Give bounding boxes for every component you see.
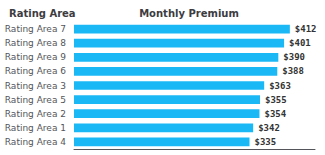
svg-text:Rating Area 9: Rating Area 9 — [5, 52, 66, 62]
svg-text:$363: $363 — [269, 81, 291, 91]
svg-text:Rating Area 4: Rating Area 4 — [5, 137, 66, 147]
svg-text:$401: $401 — [289, 38, 311, 48]
svg-text:Rating Area 1: Rating Area 1 — [5, 123, 66, 133]
svg-text:Rating Area 8: Rating Area 8 — [5, 38, 66, 48]
svg-text:Rating Area 2: Rating Area 2 — [5, 109, 66, 119]
svg-text:$354: $354 — [264, 109, 286, 119]
svg-text:Rating Area 5: Rating Area 5 — [5, 95, 66, 105]
svg-text:$412: $412 — [295, 24, 317, 34]
svg-text:$335: $335 — [255, 137, 277, 147]
svg-text:$388: $388 — [282, 66, 304, 76]
svg-text:Rating Area 3: Rating Area 3 — [5, 81, 66, 91]
svg-text:$342: $342 — [258, 123, 280, 133]
svg-text:$355: $355 — [265, 95, 287, 105]
svg-text:Monthly Premium: Monthly Premium — [139, 8, 239, 19]
svg-text:Rating Area: Rating Area — [9, 8, 76, 19]
svg-text:Rating Area 7: Rating Area 7 — [5, 24, 66, 34]
svg-text:Rating Area 6: Rating Area 6 — [5, 66, 66, 76]
svg-text:$390: $390 — [283, 52, 305, 62]
